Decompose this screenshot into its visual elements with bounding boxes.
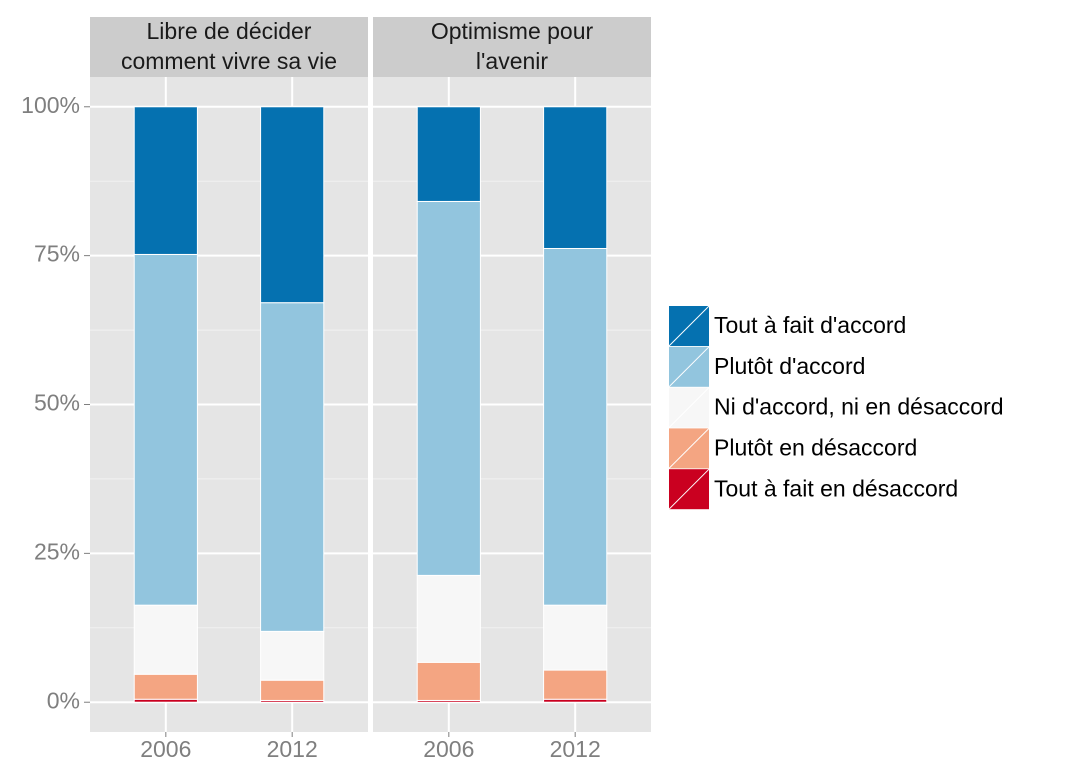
strip-title: comment vivre sa vie bbox=[121, 48, 337, 74]
legend-key-slash bbox=[668, 468, 710, 510]
legend-key-slash bbox=[668, 428, 710, 469]
bar-segment bbox=[416, 574, 481, 663]
y-tick-label: 0% bbox=[47, 687, 80, 713]
strip-background bbox=[373, 17, 651, 77]
bar-segment bbox=[260, 630, 325, 681]
y-tick-label: 75% bbox=[34, 241, 80, 267]
strip-title: Libre de décider bbox=[147, 18, 312, 44]
bar-segment bbox=[260, 106, 325, 304]
strip-title: l'avenir bbox=[476, 48, 548, 74]
legend-key-slash bbox=[668, 387, 710, 428]
bar-segment bbox=[133, 106, 198, 255]
x-tick-label: 2006 bbox=[423, 736, 474, 762]
bar-segment bbox=[543, 669, 608, 700]
x-tick-label: 2012 bbox=[267, 736, 318, 762]
legend-label: Plutôt d'accord bbox=[714, 353, 865, 379]
bar-segment bbox=[133, 253, 198, 606]
x-tick-label: 2006 bbox=[140, 736, 191, 762]
legend-label: Plutôt en désaccord bbox=[714, 434, 917, 460]
y-tick-label: 50% bbox=[34, 390, 80, 416]
legend-label: Ni d'accord, ni en désaccord bbox=[714, 394, 1004, 420]
legend-key-slash bbox=[668, 305, 710, 347]
bar-segment bbox=[416, 200, 481, 576]
bar-segment bbox=[416, 106, 481, 202]
strip-title: Optimisme pour bbox=[431, 18, 594, 44]
bar-segment bbox=[543, 604, 608, 671]
strip-background bbox=[90, 17, 368, 77]
bar-segment bbox=[133, 673, 198, 700]
y-tick-label: 100% bbox=[21, 92, 80, 118]
bar-segment bbox=[260, 302, 325, 632]
bar-segment bbox=[260, 679, 325, 701]
bar-segment bbox=[416, 661, 481, 701]
bar-segment bbox=[543, 247, 608, 606]
legend-key-slash bbox=[668, 346, 710, 388]
legend-label: Tout à fait en désaccord bbox=[714, 475, 958, 501]
bar-segment bbox=[133, 604, 198, 675]
bar-segment bbox=[543, 106, 608, 249]
x-tick-label: 2012 bbox=[550, 736, 601, 762]
legend-label: Tout à fait d'accord bbox=[714, 312, 906, 338]
y-tick-label: 25% bbox=[34, 538, 80, 564]
